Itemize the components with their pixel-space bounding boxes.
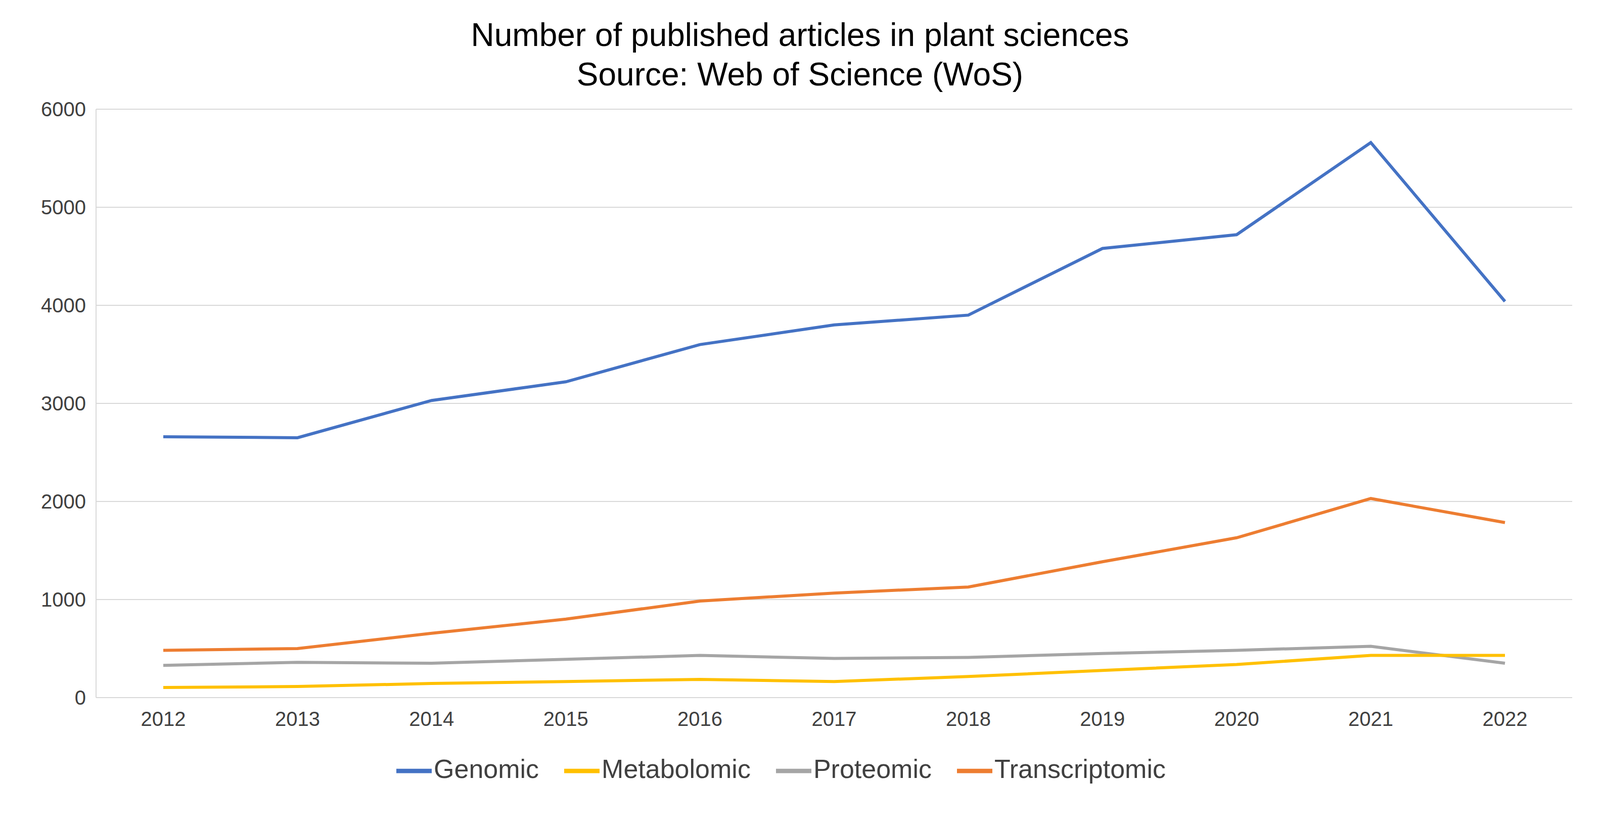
svg-text:2012: 2012	[141, 707, 187, 730]
html-text:Transcriptomic: Transcriptomic	[994, 754, 1166, 784]
svg-text:2022: 2022	[1482, 707, 1528, 730]
svg-text:2013: 2013	[275, 707, 320, 730]
svg-text:3000: 3000	[40, 392, 86, 415]
svg-text:4000: 4000	[40, 294, 86, 317]
svg-text:5000: 5000	[40, 196, 86, 219]
html-text:Source: Web of Science (WoS): Source: Web of Science (WoS)	[576, 56, 1024, 93]
html-text:Metabolomic: Metabolomic	[601, 754, 751, 784]
svg-text:2015: 2015	[543, 707, 589, 730]
html-text:Proteomic: Proteomic	[813, 754, 932, 784]
svg-text:2021: 2021	[1348, 707, 1394, 730]
svg-text:2017: 2017	[811, 707, 857, 730]
svg-text:2018: 2018	[945, 707, 991, 730]
svg-text:2019: 2019	[1079, 707, 1125, 730]
svg-text:6000: 6000	[40, 98, 86, 121]
html-text:Genomic: Genomic	[433, 754, 539, 784]
svg-text:2020: 2020	[1214, 707, 1260, 730]
svg-text:0: 0	[74, 686, 86, 709]
html-text:Number of published articles i: Number of published articles in plant sc…	[470, 16, 1130, 54]
svg-text:2000: 2000	[40, 490, 86, 513]
svg-text:2014: 2014	[408, 707, 454, 730]
svg-text:2016: 2016	[677, 707, 723, 730]
svg-text:1000: 1000	[40, 588, 86, 611]
